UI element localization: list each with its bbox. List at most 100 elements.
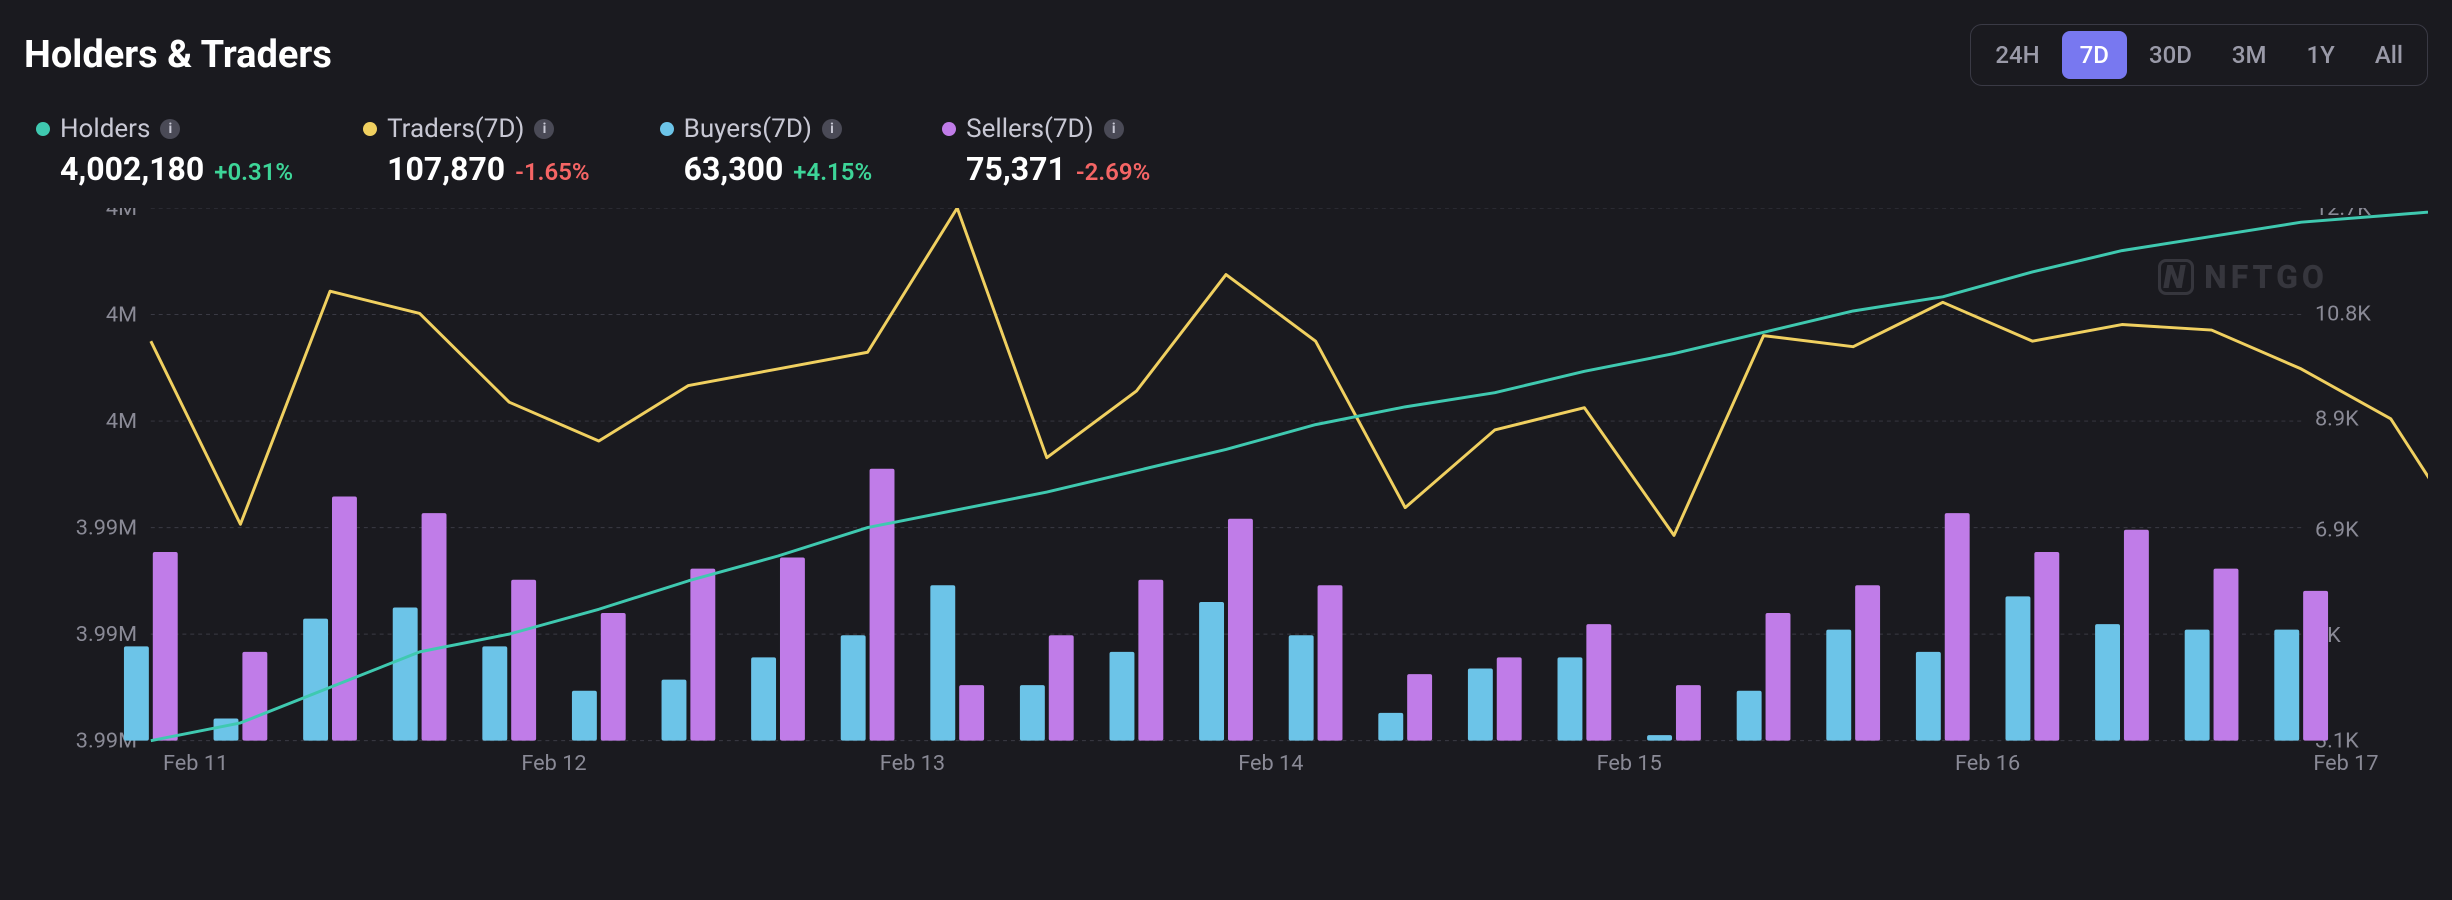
bar-buyers	[1020, 685, 1045, 740]
time-range-1y[interactable]: 1Y	[2289, 31, 2353, 79]
time-range-30d[interactable]: 30D	[2131, 31, 2210, 79]
time-range-7d[interactable]: 7D	[2062, 31, 2127, 79]
legend-value: 63,300	[684, 150, 784, 188]
legend-label: Traders(7D)	[387, 114, 524, 144]
bar-sellers	[332, 497, 357, 741]
bar-sellers	[2214, 569, 2239, 741]
x-tick: Feb 13	[880, 751, 945, 776]
bar-sellers	[153, 552, 178, 741]
bar-sellers	[242, 652, 267, 741]
bar-buyers	[1199, 602, 1224, 741]
bar-buyers	[1826, 630, 1851, 741]
bar-buyers	[1737, 691, 1762, 741]
legend-dot-traders	[363, 122, 377, 136]
bar-buyers	[2005, 596, 2030, 740]
bar-sellers	[1049, 635, 1074, 740]
chart-container: N NFTGO 4M4M4M3.99M3.99M3.99M12.7K10.8K8…	[24, 208, 2428, 788]
watermark-icon: N	[2158, 259, 2194, 295]
page-title: Holders & Traders	[24, 33, 332, 77]
bar-sellers	[2124, 530, 2149, 741]
time-range-3m[interactable]: 3M	[2214, 31, 2285, 79]
info-icon[interactable]: i	[1104, 119, 1124, 139]
y-left-tick: 4M	[106, 302, 137, 327]
bar-buyers	[662, 680, 687, 741]
watermark: N NFTGO	[2158, 258, 2328, 296]
bar-buyers	[1558, 657, 1583, 740]
bar-sellers	[2034, 552, 2059, 741]
legend-label: Holders	[60, 114, 150, 144]
time-range-selector: 24H7D30D3M1YAll	[1970, 24, 2428, 86]
bar-buyers	[841, 635, 866, 740]
legend-delta: -1.65%	[515, 158, 589, 186]
info-icon[interactable]: i	[534, 119, 554, 139]
bar-buyers	[124, 646, 149, 740]
bar-sellers	[780, 558, 805, 741]
bar-buyers	[751, 657, 776, 740]
legend: Holders i 4,002,180 +0.31% Traders(7D) i…	[24, 114, 2428, 188]
y-left-tick: 3.99M	[76, 515, 137, 540]
x-tick: Feb 14	[1238, 751, 1303, 776]
legend-delta: +4.15%	[793, 158, 872, 186]
x-tick: Feb 11	[163, 751, 228, 776]
bar-sellers	[690, 569, 715, 741]
bar-sellers	[1586, 624, 1611, 741]
legend-value: 107,870	[387, 150, 505, 188]
bar-sellers	[422, 513, 447, 740]
y-left-tick: 3.99M	[76, 622, 137, 647]
legend-dot-buyers	[660, 122, 674, 136]
bar-sellers	[1407, 674, 1432, 741]
bar-sellers	[1855, 585, 1880, 740]
bar-buyers	[2185, 630, 2210, 741]
bar-buyers	[2274, 630, 2299, 741]
time-range-all[interactable]: All	[2357, 31, 2421, 79]
bar-buyers	[2095, 624, 2120, 741]
bar-sellers	[1228, 519, 1253, 741]
bar-sellers	[2303, 591, 2328, 741]
legend-value: 75,371	[966, 150, 1066, 188]
bar-buyers	[214, 718, 239, 740]
legend-item-holders: Holders i 4,002,180 +0.31%	[36, 114, 293, 188]
bar-buyers	[1916, 652, 1941, 741]
bar-buyers	[572, 691, 597, 741]
info-icon[interactable]: i	[822, 119, 842, 139]
legend-value: 4,002,180	[60, 150, 204, 188]
bar-buyers	[393, 607, 418, 740]
legend-label: Buyers(7D)	[684, 114, 812, 144]
x-tick: Feb 16	[1955, 751, 2020, 776]
bar-buyers	[1289, 635, 1314, 740]
legend-dot-sellers	[942, 122, 956, 136]
y-left-tick: 4M	[106, 208, 137, 221]
bar-sellers	[1497, 657, 1522, 740]
bar-sellers	[959, 685, 984, 740]
x-tick: Feb 17	[2313, 751, 2378, 776]
bar-buyers	[930, 585, 955, 740]
bar-sellers	[1138, 580, 1163, 741]
bar-sellers	[1318, 585, 1343, 740]
bar-buyers	[303, 619, 328, 741]
time-range-24h[interactable]: 24H	[1977, 31, 2057, 79]
bar-sellers	[601, 613, 626, 741]
y-right-tick: 10.8K	[2315, 301, 2371, 326]
bar-sellers	[511, 580, 536, 741]
legend-delta: +0.31%	[214, 158, 293, 186]
bar-buyers	[482, 646, 507, 740]
bar-buyers	[1647, 735, 1672, 741]
y-right-tick: 8.9K	[2315, 407, 2359, 432]
legend-label: Sellers(7D)	[966, 114, 1094, 144]
bar-buyers	[1378, 713, 1403, 741]
watermark-text: NFTGO	[2204, 258, 2328, 296]
legend-delta: -2.69%	[1076, 158, 1150, 186]
y-right-tick: 6.9K	[2315, 518, 2359, 543]
y-left-tick: 4M	[106, 409, 137, 434]
bar-sellers	[1766, 613, 1791, 741]
legend-item-buyers: Buyers(7D) i 63,300 +4.15%	[660, 114, 873, 188]
bar-buyers	[1110, 652, 1135, 741]
x-tick: Feb 12	[521, 751, 586, 776]
legend-item-sellers: Sellers(7D) i 75,371 -2.69%	[942, 114, 1150, 188]
info-icon[interactable]: i	[160, 119, 180, 139]
bar-buyers	[1468, 669, 1493, 741]
bar-sellers	[1945, 513, 1970, 740]
legend-item-traders: Traders(7D) i 107,870 -1.65%	[363, 114, 590, 188]
chart: 4M4M4M3.99M3.99M3.99M12.7K10.8K8.9K6.9K5…	[24, 208, 2428, 788]
legend-dot-holders	[36, 122, 50, 136]
